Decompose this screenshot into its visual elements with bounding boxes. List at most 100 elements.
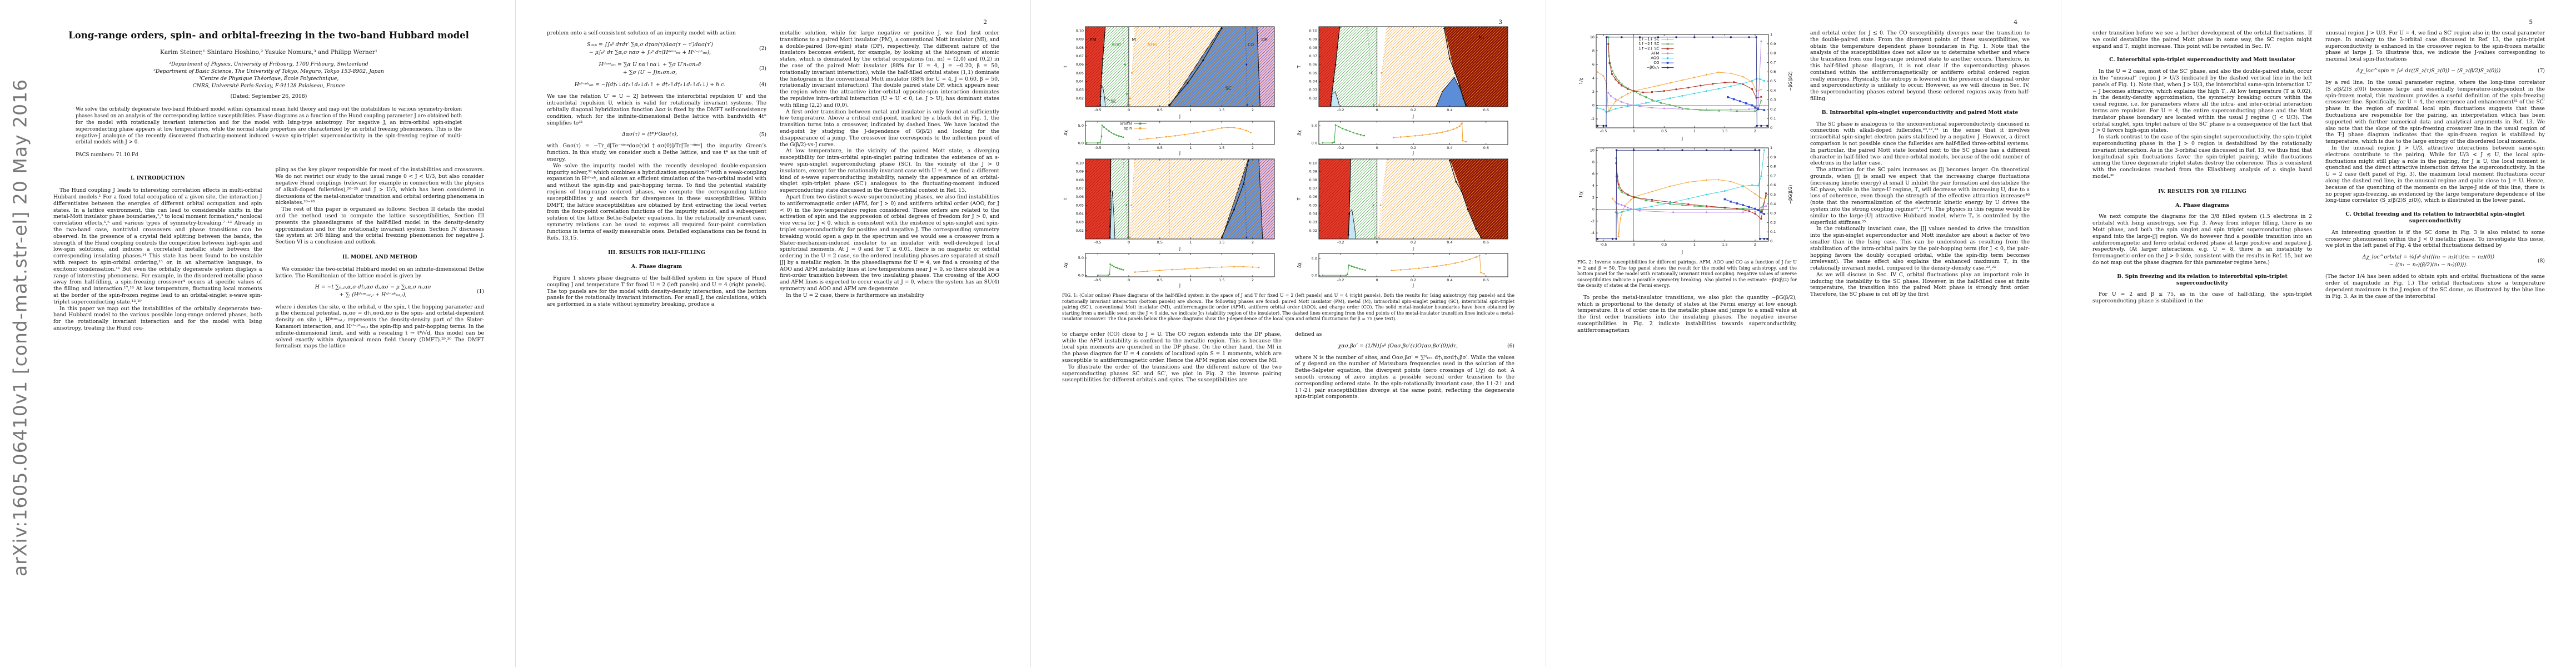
paragraph: In the U = 2 case, most of the SC′ phase… (2092, 68, 2312, 134)
paragraph: At low temperature, in the vicinity of t… (780, 148, 999, 194)
svg-text:0.10: 0.10 (1309, 161, 1317, 166)
svg-text:0.10: 0.10 (1076, 161, 1084, 166)
svg-text:-0.5: -0.5 (1600, 129, 1607, 133)
paper-abstract: We solve the orbitally degenerate two-ba… (76, 106, 462, 146)
equation-body: Δχ_loc^orbital = ¼∫₀ᵝ dτ(⟨(n₁ − n₂)(τ)(n… (2362, 254, 2495, 268)
page-3: 3 PM AOO M AFM SC′ CO DP SC -0.5 0 0.5 1 1.5 2 0.02 0.0… (1030, 0, 1546, 667)
svg-text:-0.5: -0.5 (1094, 108, 1102, 112)
svg-text:1/χ: 1/χ (1578, 78, 1583, 84)
svg-text:0.7: 0.7 (1770, 173, 1776, 178)
svg-text:0: 0 (1376, 240, 1378, 245)
equation: Δασ(τ) = (t*)²Gασ(τ), (5) (547, 131, 766, 138)
paragraph: unusual region J > U/3. For U = 4, we fi… (2325, 30, 2545, 63)
svg-text:0.3: 0.3 (1770, 211, 1776, 216)
paragraph: In the unusual region J > U/3, attractiv… (2325, 145, 2545, 204)
column: I. INTRODUCTION The Hund coupling J leads… (53, 167, 262, 350)
svg-text:0.10: 0.10 (1309, 29, 1317, 33)
affiliation-4: CNRS, Université Paris-Saclay, F-91128 P… (192, 82, 345, 89)
page-5: 5 order transition before we see a furth… (2061, 0, 2576, 667)
svg-text:T: T (1063, 65, 1068, 68)
paragraph: The rest of this paper is organized as f… (275, 206, 485, 246)
svg-text:2: 2 (1754, 129, 1756, 133)
svg-text:0.1: 0.1 (1770, 230, 1776, 234)
svg-text:0.03: 0.03 (1309, 88, 1317, 92)
equation-number: (2) (759, 46, 766, 52)
svg-text:0.5: 0.5 (1157, 240, 1163, 245)
svg-text:-0.5: -0.5 (1094, 278, 1102, 282)
svg-text:SC: SC (1111, 99, 1116, 103)
svg-text:T: T (1297, 65, 1302, 68)
svg-text:PM: PM (1090, 37, 1097, 42)
svg-text:0: 0 (1592, 207, 1595, 212)
svg-text:0.4: 0.4 (1447, 108, 1452, 112)
svg-text:−βG₁/₂: −βG₁/₂ (1646, 66, 1659, 70)
column: problem onto a self-consistent solution … (547, 30, 766, 308)
svg-text:0: 0 (1770, 126, 1772, 130)
svg-text:0.03: 0.03 (1309, 220, 1317, 225)
svg-text:AFM: AFM (1651, 51, 1660, 56)
svg-text:0.09: 0.09 (1309, 37, 1317, 42)
svg-text:CO: CO (1248, 42, 1254, 47)
subsection-heading: A. Phase diagram (631, 263, 682, 270)
page-2: 2 problem onto a self-consistent solutio… (515, 0, 1030, 667)
svg-text:1.5: 1.5 (1219, 146, 1224, 150)
pacs-numbers: PACS numbers: 71.10.Fd (76, 152, 138, 158)
paragraph: To probe the metal-insulator transitions… (1577, 294, 1797, 334)
paragraph: We solve the impurity model with the rec… (547, 162, 766, 241)
svg-text:J: J (1179, 283, 1180, 288)
svg-text:1: 1 (1189, 278, 1192, 282)
svg-text:0.2: 0.2 (1411, 146, 1416, 150)
paragraph: where i denotes the site, α the orbital,… (275, 303, 485, 350)
svg-text:0.0: 0.0 (1312, 273, 1317, 278)
chart-panel-f1c: MI -0.2 0 0.2 0.4 0.6 0.02 0.03 0.04 0.05 0.06 0.07… (1296, 23, 1514, 119)
svg-text:orbital: orbital (1120, 121, 1132, 126)
svg-text:1: 1 (1770, 146, 1772, 150)
subsection-heading: B. Spin freezing and its relation to int… (2117, 273, 2288, 286)
paragraph: The SC phase is analogous to the unconve… (1810, 121, 2030, 167)
svg-text:0.6: 0.6 (1483, 108, 1489, 112)
svg-text:0.2: 0.2 (1411, 278, 1416, 282)
equation: χασ,βσ′ = (1/N)∫₀ᵝ ⟨Oασ,βσ′(τ)O†ασ,βσ′(0… (1295, 342, 1514, 350)
column: unusual region J > U/3. For U = 4, we fi… (2325, 30, 2545, 305)
figure-caption: FIG. 2: Inverse susceptibilities for dif… (1577, 260, 1797, 288)
svg-text:1/χ: 1/χ (1578, 191, 1583, 198)
svg-text:Δχ: Δχ (1063, 130, 1068, 136)
svg-text:0.06: 0.06 (1076, 62, 1084, 67)
svg-text:0: 0 (1592, 103, 1595, 108)
svg-text:MI: MI (1479, 36, 1484, 41)
equation-body: Hˢᶠ⁻ᵖʰᵢₙₜ = −J(d†₁↓d†₂↑d₂↓d₁↑ + d†₂↑d†₂↓… (574, 82, 726, 88)
subsection-heading: C. Interorbital spin-triplet superconduc… (2109, 57, 2295, 63)
svg-text:0.04: 0.04 (1076, 79, 1084, 84)
page-4: 4 -0.5 0 0.5 1 1.5 2 -2 0 2 4 6 8 10 0 0.1 0.2 0.3 0.4 0.5… (1546, 0, 2061, 667)
svg-text:T: T (1063, 197, 1068, 201)
svg-text:0.6: 0.6 (1770, 183, 1776, 187)
svg-text:0.0: 0.0 (1078, 141, 1084, 145)
equation-number: (8) (2537, 258, 2545, 265)
paragraph: The attraction for the SC pairs increase… (1810, 167, 2030, 226)
chart-panel-f1d: -0.2 0 0.2 0.4 0.6 0.02 0.03 0.04 0.05 0.06 0.07 0.… (1296, 156, 1514, 251)
svg-text:1: 1 (1693, 242, 1696, 247)
chart-panel-f2b: -0.5 0 0.5 1 1.5 2 -4 -2 0 2 4 6 8 10 0 0.1 0.2 0.3 0.4 0.5… (1577, 143, 1797, 255)
svg-text:5.0: 5.0 (1312, 123, 1317, 128)
svg-text:-0.2: -0.2 (1337, 108, 1344, 112)
svg-text:0.4: 0.4 (1770, 202, 1776, 206)
svg-text:J: J (1681, 250, 1683, 255)
equation-number: (6) (1507, 342, 1514, 349)
subsection-heading: B. Intraorbital spin-singlet superconduc… (1821, 109, 2019, 116)
svg-text:2: 2 (1754, 242, 1756, 247)
figure-1-group: PM AOO M AFM SC′ CO DP SC -0.5 0 0.5 1 1.5 2 0.02 0.03 0… (1062, 23, 1281, 288)
chart-panel-f1a: PM AOO M AFM SC′ CO DP SC -0.5 0 0.5 1 1.5 2 0.02 0.03 0… (1062, 23, 1281, 119)
figure-1-caption: FIG. 1: (Color online) Phase diagrams of… (1062, 293, 1514, 322)
page-number: 5 (2529, 19, 2533, 26)
paragraph: problem onto a self-consistent solution … (547, 30, 736, 36)
svg-text:0.6: 0.6 (1770, 69, 1776, 74)
column: pling as the key player responsible for … (276, 167, 485, 350)
svg-text:0.08: 0.08 (1309, 46, 1317, 50)
svg-text:J: J (1179, 114, 1180, 119)
paragraph: defined as (1295, 331, 1322, 337)
svg-text:1: 1 (1189, 240, 1192, 245)
figure-fig2: -0.5 0 0.5 1 1.5 2 -2 0 2 4 6 8 10 0 0.1 0.2 0.3 0.4 0.5 0.… (1577, 30, 1797, 289)
svg-text:1↑−1↓ SC: 1↑−1↓ SC (1639, 37, 1660, 42)
svg-text:2: 2 (1252, 108, 1254, 112)
svg-text:6: 6 (1592, 62, 1595, 67)
